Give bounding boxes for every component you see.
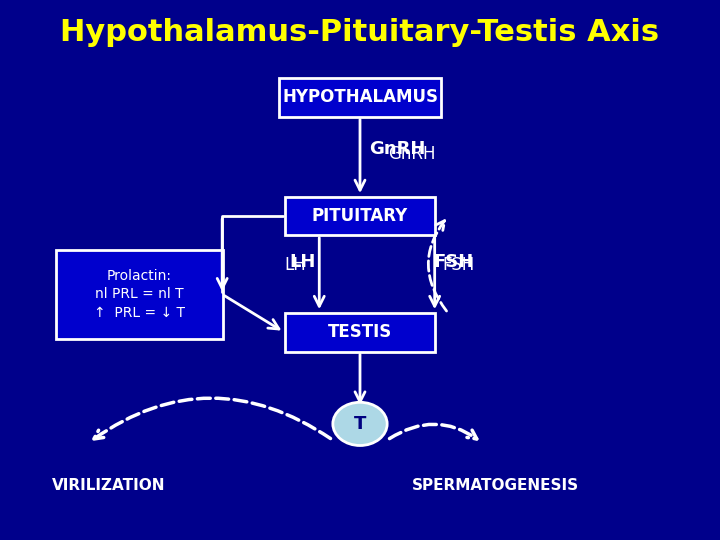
Circle shape — [333, 402, 387, 446]
Text: LH: LH — [289, 253, 315, 271]
FancyBboxPatch shape — [285, 313, 435, 352]
Text: FSH: FSH — [433, 253, 474, 271]
Text: Prolactin:
nl PRL = nl T
↑  PRL = ↓ T: Prolactin: nl PRL = nl T ↑ PRL = ↓ T — [94, 269, 185, 320]
Text: VIRILIZATION: VIRILIZATION — [52, 478, 166, 494]
Text: HYPOTHALAMUS: HYPOTHALAMUS — [282, 88, 438, 106]
Text: Hypothalamus-Pituitary-Testis Axis: Hypothalamus-Pituitary-Testis Axis — [60, 18, 660, 47]
FancyBboxPatch shape — [56, 249, 222, 339]
Text: TESTIS: TESTIS — [328, 323, 392, 341]
FancyBboxPatch shape — [285, 197, 435, 235]
Text: GnRH: GnRH — [369, 139, 426, 158]
Text: LH: LH — [284, 255, 307, 274]
Text: PITUITARY: PITUITARY — [312, 207, 408, 225]
Text: T: T — [354, 415, 366, 433]
Text: FSH: FSH — [442, 255, 474, 274]
FancyBboxPatch shape — [279, 78, 441, 117]
Text: GnRH: GnRH — [389, 145, 436, 163]
Text: SPERMATOGENESIS: SPERMATOGENESIS — [413, 478, 580, 494]
